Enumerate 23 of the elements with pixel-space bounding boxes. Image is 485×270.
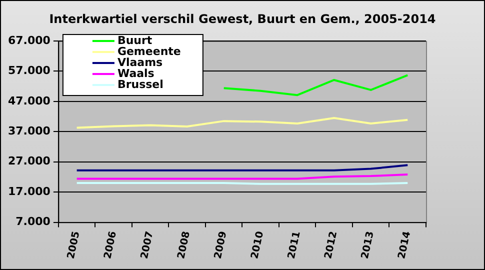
chart-title: Interkwartiel verschil Gewest, Buurt en Gem., 2005-2014 [48, 12, 437, 26]
y-tick-label: 7.000 [16, 215, 51, 228]
legend-label: Buurt [117, 34, 152, 47]
x-tick-label: 2012 [323, 230, 340, 260]
y-tick-label: 17.000 [8, 184, 51, 198]
legend-label: Vlaams [117, 56, 164, 69]
legend-label: Waals [117, 66, 155, 80]
x-tick-label: 2005 [66, 230, 82, 260]
y-tick-label: 27.000 [8, 154, 51, 168]
legend-label: Brussel [117, 78, 164, 91]
y-tick-label: 67.000 [8, 34, 51, 47]
x-tick-label: 2013 [360, 230, 376, 260]
x-tick-label: 2014 [396, 230, 414, 260]
x-tick-label: 2007 [139, 230, 156, 260]
y-tick-label: 57.000 [8, 64, 51, 78]
y-tick-label: 47.000 [8, 94, 51, 108]
x-tick-label: 2006 [102, 230, 120, 260]
legend-label: Gemeente [117, 44, 181, 58]
x-tick-label: 2008 [176, 230, 193, 260]
y-tick-label: 37.000 [8, 124, 51, 138]
x-tick-label: 2011 [286, 230, 303, 260]
x-tick-label: 2010 [250, 230, 266, 260]
x-tick-label: 2009 [212, 230, 230, 260]
